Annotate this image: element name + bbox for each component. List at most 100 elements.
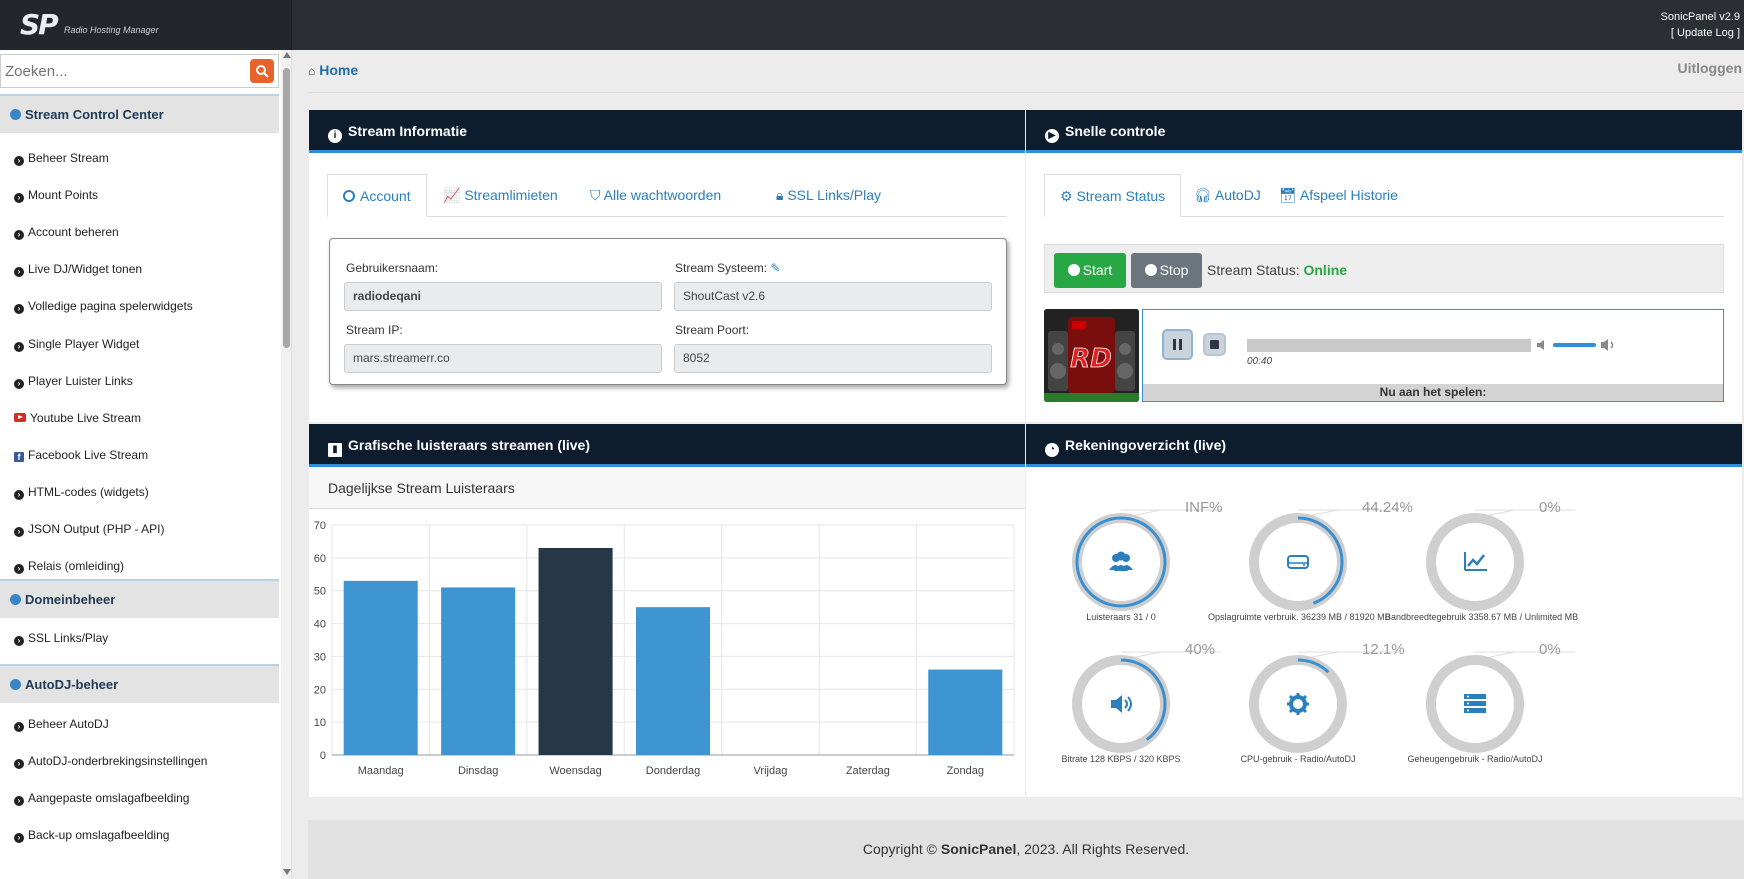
stop-square-icon <box>1210 340 1219 349</box>
quick-control-panel: ▶ Snelle controle ⚙ Stream Status 🎧︎ Auto… <box>1026 110 1742 422</box>
breadcrumb[interactable]: ⌂ Home <box>308 62 358 78</box>
sidebar-item-label: Beheer AutoDJ <box>28 717 109 731</box>
gauge-ring <box>1426 651 1575 753</box>
edit-pencil-icon[interactable]: ✎ <box>770 261 781 275</box>
search-input[interactable] <box>5 57 245 85</box>
stop-playback-button[interactable] <box>1203 333 1226 356</box>
section-title: Domeinbeheer <box>25 592 116 607</box>
listener-chart-panel: ▮ Grafische luisteraars streamen (live) D… <box>309 424 1025 797</box>
footer-brand[interactable]: SonicPanel <box>940 841 1017 857</box>
update-log-link[interactable]: [ Update Log ] <box>1670 27 1740 39</box>
gauge-users: INF% Luisteraars 31 / 0 <box>1061 499 1241 652</box>
scroll-up-arrow-icon[interactable] <box>283 52 291 58</box>
x-tick-label: Vrijdag <box>754 765 788 777</box>
gauge-percentage: 44.24% <box>1362 499 1413 516</box>
quick-control-tabs: ⚙ Stream Status 🎧︎ AutoDJ 📅︎ Afspeel His… <box>1044 174 1724 217</box>
chevron-right-icon: › <box>14 230 24 240</box>
tab-afspeel-historie[interactable]: 📅︎ Afspeel Historie <box>1264 174 1413 217</box>
sidebar-item-html-codes[interactable]: › HTML-codes (widgets) <box>0 474 279 511</box>
sidebar-item-live-dj[interactable]: › Live DJ/Widget tonen <box>0 251 279 288</box>
sidebar-item-label: HTML-codes (widgets) <box>28 485 149 499</box>
gauge-ring <box>1072 509 1221 611</box>
pause-icon <box>1173 339 1182 350</box>
sidebar-item-beheer-stream[interactable]: › Beheer Stream <box>0 140 279 177</box>
sidebar-scrollbar[interactable] <box>281 50 291 879</box>
sidebar-item-custom-cover[interactable]: › Aangepaste omslagafbeelding <box>0 780 279 817</box>
sidebar-item-backup-cover[interactable]: › Back-up omslagafbeelding <box>0 817 279 854</box>
bar-chart-icon: ▮ <box>328 443 342 457</box>
sidebar-item-label: Facebook Live Stream <box>28 448 149 462</box>
gear-icon <box>1287 693 1309 715</box>
status-value: Online <box>1303 262 1348 278</box>
scroll-down-arrow-icon[interactable] <box>283 869 291 875</box>
sidebar-section-stream-control[interactable]: Stream Control Center <box>0 94 279 133</box>
youtube-icon <box>14 413 26 422</box>
sidebar-item-label: Account beheren <box>28 225 119 239</box>
sidebar-item-single-player[interactable]: › Single Player Widget <box>0 326 279 363</box>
mute-icon[interactable] <box>1536 338 1550 352</box>
chevron-right-icon: › <box>14 490 24 500</box>
bar <box>343 580 418 755</box>
sidebar-item-fullpage-widgets[interactable]: › Volledige pagina spelerwidgets <box>0 288 279 325</box>
sidebar-item-relais[interactable]: › Relais (omleiding) <box>0 548 279 585</box>
start-button[interactable]: Start <box>1054 253 1126 288</box>
bar <box>538 548 613 755</box>
sidebar-item-account-beheren[interactable]: › Account beheren <box>0 214 279 251</box>
pie-chart-icon: ◔ <box>1045 443 1059 457</box>
breadcrumb-home[interactable]: Home <box>319 62 359 78</box>
tab-streamlimieten[interactable]: 📈 Streamlimieten <box>428 174 573 217</box>
sidebar-item-youtube[interactable]: Youtube Live Stream <box>0 400 279 437</box>
sidebar-item-ssl-links[interactable]: › SSL Links/Play <box>0 620 279 657</box>
account-overview-panel: ◔ Rekeningoverzicht (live) INF% Luisteraar… <box>1026 424 1742 797</box>
scrollbar-thumb[interactable] <box>283 68 290 348</box>
panel-header: ▮ Grafische luisteraars streamen (live) <box>309 424 1025 467</box>
stop-button[interactable]: Stop <box>1131 253 1202 288</box>
volume-up-icon[interactable] <box>1600 337 1618 353</box>
y-tick-label: 40 <box>314 619 326 631</box>
username-label: Gebruikersnaam: <box>346 261 439 275</box>
sidebar-item-label: Player Luister Links <box>28 374 133 388</box>
stream-system-label-text: Stream Systeem: <box>675 261 768 275</box>
tab-ssl-links[interactable]: 🔒︎ SSL Links/Play <box>761 174 896 217</box>
sidebar-item-label: Youtube Live Stream <box>30 411 141 425</box>
sidebar-item-label: Aangepaste omslagafbeelding <box>28 791 190 805</box>
section-title: Stream Control Center <box>25 107 164 122</box>
tab-account[interactable]: Account <box>327 174 427 217</box>
home-icon: ⌂ <box>308 64 316 78</box>
sidebar-item-autodj-interrupt[interactable]: › AutoDJ-onderbrekingsinstellingen <box>0 743 279 780</box>
top-bar: SP Radio Hosting Manager SonicPanel v2.9… <box>0 0 1744 50</box>
sidebar-item-mount-points[interactable]: › Mount Points <box>0 177 279 214</box>
pause-button[interactable] <box>1162 329 1193 360</box>
start-label: Start <box>1082 262 1113 278</box>
y-tick-label: 30 <box>314 651 326 663</box>
panel-header: i Stream Informatie <box>309 110 1025 153</box>
gauge-percentage: 0% <box>1539 641 1561 658</box>
tab-alle-wachtwoorden[interactable]: ⛉ Alle wachtwoorden <box>575 174 736 217</box>
sidebar-section-domeinbeheer[interactable]: Domeinbeheer <box>0 579 279 618</box>
tab-stream-status[interactable]: ⚙ Stream Status <box>1044 174 1182 217</box>
sidebar-section-autodj[interactable]: AutoDJ-beheer <box>0 664 279 703</box>
x-tick-label: Woensdag <box>549 765 601 777</box>
volume-slider[interactable] <box>1553 343 1596 347</box>
sidebar-item-beheer-autodj[interactable]: › Beheer AutoDJ <box>0 706 279 743</box>
sidebar-item-json-output[interactable]: › JSON Output (PHP - API) <box>0 511 279 548</box>
playback-progress-bar[interactable] <box>1247 339 1531 352</box>
gauge-ring <box>1426 509 1575 611</box>
search-button[interactable] <box>250 59 274 83</box>
chart-line-icon: 📈 <box>443 187 465 203</box>
gauge-label: Bitrate 128 KBPS / 320 KBPS <box>1061 754 1181 764</box>
logout-link[interactable]: Uitloggen <box>1677 60 1742 76</box>
stream-system-label: Stream Systeem: ✎ <box>675 261 780 275</box>
sidebar-item-facebook[interactable]: f Facebook Live Stream <box>0 437 279 474</box>
tab-autodj[interactable]: 🎧︎ AutoDJ <box>1179 174 1276 217</box>
sidebar-item-label: JSON Output (PHP - API) <box>28 522 165 536</box>
panel-title: Snelle controle <box>1065 123 1166 139</box>
gauge-server: 0% Geheugengebruik - Radio/AutoDJ <box>1407 641 1595 794</box>
gauge-ring <box>1249 651 1398 753</box>
footer: Copyright © SonicPanel, 2023. All Rights… <box>308 820 1744 879</box>
logo[interactable]: SP Radio Hosting Manager <box>0 0 292 50</box>
facebook-icon: f <box>14 452 24 462</box>
volume-icon <box>1111 695 1132 713</box>
sidebar-item-player-links[interactable]: › Player Luister Links <box>0 363 279 400</box>
album-cover: RD <box>1044 309 1139 402</box>
